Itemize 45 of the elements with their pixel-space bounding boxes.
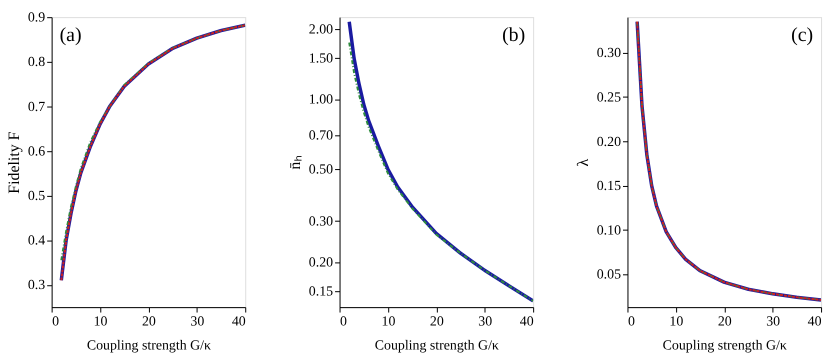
y-tick-label: 0.6	[28, 144, 46, 160]
y-axis-title: Fidelity F	[6, 131, 23, 194]
x-tick-label: 40	[232, 314, 246, 330]
y-tick-label: 0.10	[596, 223, 622, 238]
x-tick-label: 10	[669, 314, 684, 330]
x-tick-label: 20	[142, 314, 156, 330]
y-tick-label: 0.3	[28, 278, 46, 294]
y-tick-label: 0.5	[28, 189, 46, 204]
x-tick-label: 20	[718, 314, 732, 330]
x-tick-label: 40	[808, 314, 822, 330]
y-tick-label: 0.30	[596, 46, 622, 62]
x-tick-label: 0	[52, 314, 60, 330]
y-tick-label: 2.00	[308, 22, 334, 38]
x-tick-label: 30	[478, 314, 492, 330]
x-tick-label: 0	[340, 314, 348, 330]
y-tick-label: 1.50	[308, 52, 334, 67]
y-tick-label: 0.8	[28, 55, 46, 70]
x-axis-title: Coupling strength G/κ	[374, 338, 499, 354]
y-tick-label: 0.05	[596, 268, 622, 283]
y-tick-label: 0.70	[308, 128, 334, 144]
y-tick-label: 0.15	[308, 284, 334, 300]
y-tick-label: 0.20	[308, 255, 334, 270]
y-tick-label: 0.7	[28, 100, 46, 115]
y-tick-label: 0.50	[308, 162, 334, 178]
x-axis-title: Coupling strength G/κ	[86, 338, 212, 354]
annotation: (b)	[502, 24, 526, 46]
y-tick-label: 1.00	[308, 92, 334, 108]
y-tick-label: 0.25	[596, 90, 622, 106]
y-axis-title: λ	[574, 158, 592, 166]
annotation: (a)	[60, 24, 82, 46]
y-tick-label: 0.15	[596, 179, 622, 194]
x-tick-label: 10	[382, 314, 396, 330]
x-tick-label: 10	[94, 314, 108, 330]
y-tick-label: 0.4	[28, 234, 46, 249]
x-axis-title: Coupling strength G/κ	[662, 338, 787, 354]
y-tick-label: 0.20	[596, 134, 622, 150]
y-tick-label: 0.9	[28, 10, 46, 26]
y-tick-label: 0.30	[308, 214, 334, 230]
x-tick-label: 30	[766, 314, 780, 330]
x-tick-label: 40	[520, 314, 534, 330]
x-tick-label: 0	[628, 314, 635, 330]
y-axis-title: n̄ₕ	[286, 156, 304, 170]
x-tick-label: 20	[430, 314, 444, 330]
annotation: (c)	[791, 24, 814, 46]
x-tick-label: 30	[190, 314, 204, 330]
